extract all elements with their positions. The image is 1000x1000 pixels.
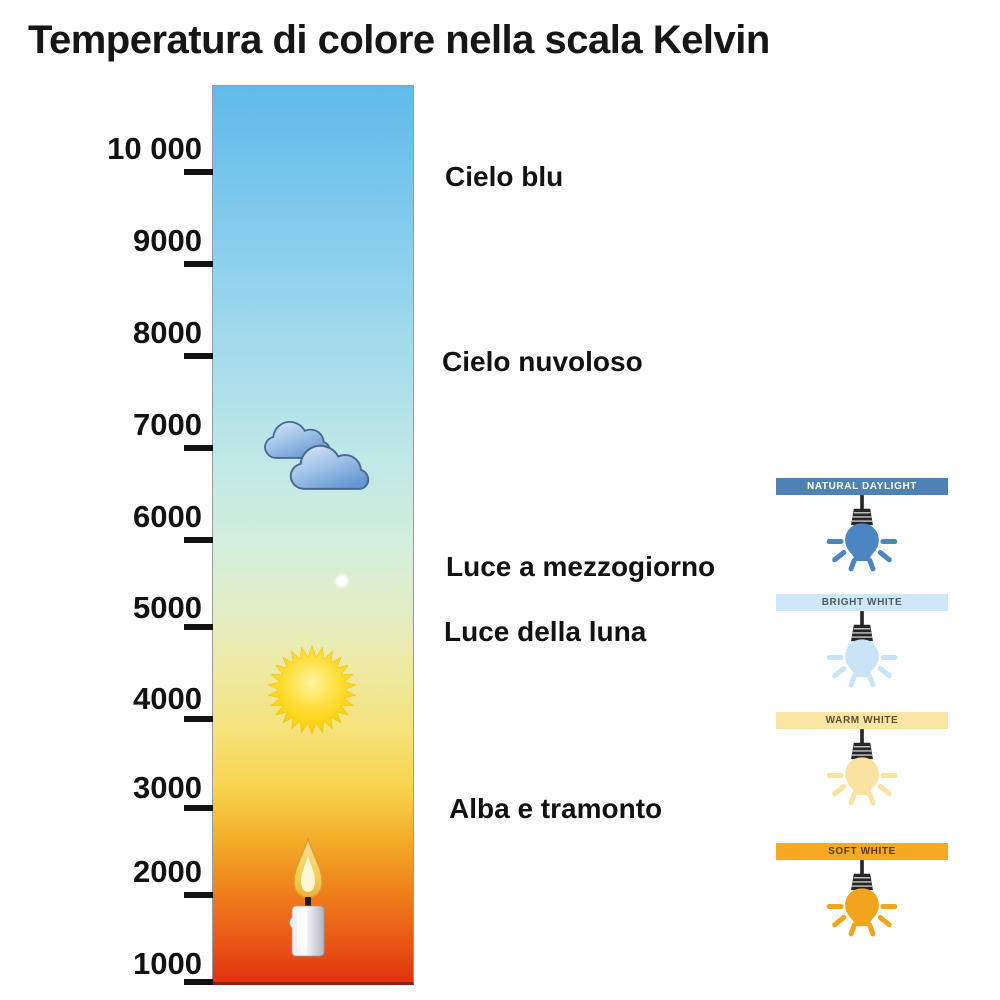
bulb-card-natural-daylight: NATURAL DAYLIGHT: [776, 478, 948, 579]
tick-3000: [184, 805, 213, 811]
page-title: Temperatura di colore nella scala Kelvin: [28, 18, 770, 62]
kelvin-gradient-bar: [212, 85, 414, 985]
tick-label-9000: 9000: [133, 223, 202, 258]
tick-8000: [184, 353, 213, 359]
tick-6000: [184, 537, 213, 543]
card-header-bright-white: BRIGHT WHITE: [776, 594, 948, 611]
card-header-soft-white: SOFT WHITE: [776, 843, 948, 860]
tick-label-10000: 10 000: [107, 131, 202, 166]
tick-10000: [184, 169, 213, 175]
tick-label-6000: 6000: [133, 499, 202, 534]
tick-4000: [184, 716, 213, 722]
bulb-card-soft-white: SOFT WHITE: [776, 843, 948, 944]
tick-9000: [184, 261, 213, 267]
tick-label-1000: 1000: [133, 946, 202, 981]
bulb-card-bright-white: BRIGHT WHITE: [776, 594, 948, 695]
bulb-icon-natural-daylight: [826, 495, 898, 572]
label-cielo-blu: Cielo blu: [445, 161, 564, 192]
tick-7000: [184, 445, 213, 451]
bulb-card-warm-white: WARM WHITE: [776, 712, 948, 813]
sun-icon: [267, 645, 357, 735]
moon-dot-icon: [334, 573, 350, 589]
candle-icon: [288, 836, 325, 957]
bulb-icon-soft-white: [826, 860, 898, 937]
tick-label-2000: 2000: [133, 854, 202, 889]
tick-label-8000: 8000: [133, 315, 202, 350]
label-alba: Alba e tramonto: [449, 793, 663, 824]
label-cielo-nuvoloso: Cielo nuvoloso: [442, 346, 643, 377]
bulb-icon-bright-white: [826, 611, 898, 688]
tick-label-4000: 4000: [133, 681, 202, 716]
bulb-icon-warm-white: [826, 729, 898, 806]
tick-2000: [184, 892, 213, 898]
clouds-icon: [264, 420, 370, 490]
label-mezzogiorno: Luce a mezzogiorno: [446, 551, 716, 582]
tick-5000: [184, 624, 213, 630]
tick-1000: [184, 979, 213, 985]
tick-label-7000: 7000: [133, 407, 202, 442]
card-header-natural-daylight: NATURAL DAYLIGHT: [776, 478, 948, 495]
tick-label-5000: 5000: [133, 590, 202, 625]
card-header-warm-white: WARM WHITE: [776, 712, 948, 729]
label-luna: Luce della luna: [444, 616, 647, 647]
tick-label-3000: 3000: [133, 770, 202, 805]
